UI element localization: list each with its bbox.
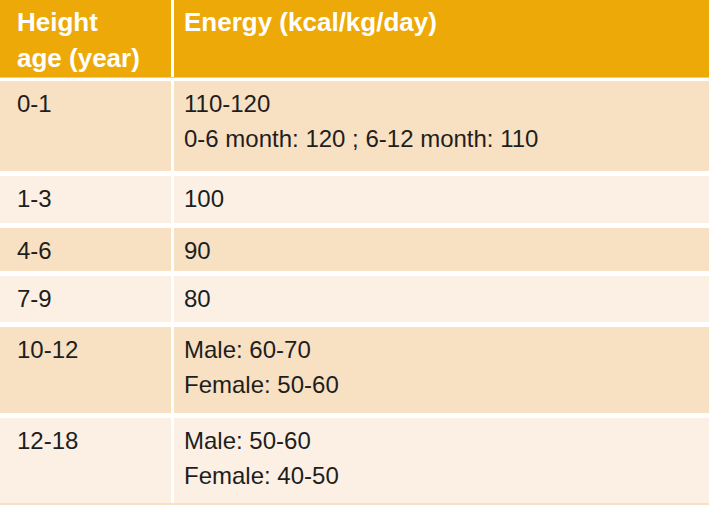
age-cell: 7-9 — [0, 276, 174, 322]
energy-cell: Male: 50-60 Female: 40-50 — [174, 418, 709, 504]
energy-line-1: 80 — [184, 281, 701, 316]
table-header-row: Height age (year) Energy (kcal/kg/day) — [0, 0, 709, 77]
age-value: 4-6 — [17, 233, 165, 268]
header-cell-energy: Energy (kcal/kg/day) — [174, 0, 709, 77]
energy-line-1: Male: 50-60 — [184, 423, 701, 458]
energy-line-2: Female: 50-60 — [184, 367, 701, 402]
table-row-7-9: 7-9 80 — [0, 276, 709, 322]
table-row-4-6: 4-6 90 — [0, 228, 709, 271]
header-age-line2: age (year) — [17, 40, 165, 76]
age-cell: 4-6 — [0, 228, 174, 271]
age-value: 0-1 — [17, 86, 165, 121]
age-cell: 12-18 — [0, 418, 174, 504]
age-cell: 0-1 — [0, 81, 174, 171]
energy-cell: 100 — [174, 176, 709, 223]
energy-cell: Male: 60-70 Female: 50-60 — [174, 327, 709, 413]
energy-cell: 80 — [174, 276, 709, 322]
age-value: 1-3 — [17, 181, 165, 216]
age-cell: 1-3 — [0, 176, 174, 223]
table-row-0-1: 0-1 110-120 0-6 month: 120 ; 6-12 month:… — [0, 81, 709, 171]
header-age-line1: Height — [17, 4, 165, 40]
energy-line-2: 0-6 month: 120 ; 6-12 month: 110 — [184, 121, 701, 156]
table-row-12-18: 12-18 Male: 50-60 Female: 40-50 — [0, 418, 709, 504]
energy-requirements-table: Height age (year) Energy (kcal/kg/day) 0… — [0, 0, 709, 505]
energy-line-1: Male: 60-70 — [184, 332, 701, 367]
age-value: 10-12 — [17, 332, 165, 367]
age-value: 12-18 — [17, 423, 165, 458]
energy-line-1: 110-120 — [184, 86, 701, 121]
header-cell-height-age: Height age (year) — [0, 0, 174, 77]
energy-cell: 110-120 0-6 month: 120 ; 6-12 month: 110 — [174, 81, 709, 171]
age-cell: 10-12 — [0, 327, 174, 413]
energy-line-1: 100 — [184, 181, 701, 216]
age-value: 7-9 — [17, 281, 165, 316]
table-row-1-3: 1-3 100 — [0, 176, 709, 223]
table-row-10-12: 10-12 Male: 60-70 Female: 50-60 — [0, 327, 709, 413]
energy-line-1: 90 — [184, 233, 701, 268]
header-energy-label: Energy (kcal/kg/day) — [184, 4, 701, 40]
energy-line-2: Female: 40-50 — [184, 458, 701, 493]
energy-cell: 90 — [174, 228, 709, 271]
